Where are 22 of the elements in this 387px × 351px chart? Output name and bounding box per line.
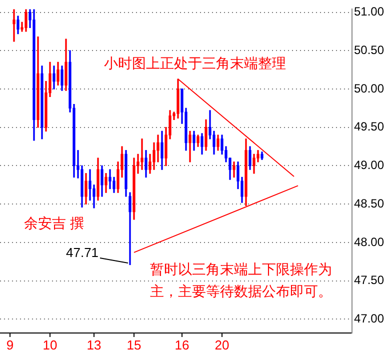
y-tick-label: 48.50 [354,196,384,210]
x-tick-label: 20 [214,337,230,351]
y-tick-label: 48.00 [354,234,384,249]
candlestick [140,138,144,170]
x-tick-label: 15 [126,337,142,351]
y-tick-label: 49.50 [354,120,384,134]
annotation: 小时图上正处于三角末端整理 [104,54,287,73]
x-tick-label: 9 [6,337,14,351]
candlestick [108,169,112,190]
x-tick-label: 16 [174,337,190,351]
x-tick-label: 13 [86,337,102,351]
x-tick-label: 10 [42,337,58,351]
annotation: 47.71 [66,245,100,260]
y-tick-label: 50.50 [354,42,384,57]
y-tick-label: 50.00 [354,81,384,96]
annotation: 暂时以三角末端上下限操作为主，主要等待数据公布即可。 [150,260,333,301]
y-tick-label: 49.00 [354,158,384,172]
y-tick-label: 47.50 [354,273,384,288]
annotation: 余安吉 撰 [24,214,85,233]
y-tick-label: 51.00 [354,4,384,19]
candlestick [12,9,16,42]
y-tick-label: 47.00 [354,312,384,326]
